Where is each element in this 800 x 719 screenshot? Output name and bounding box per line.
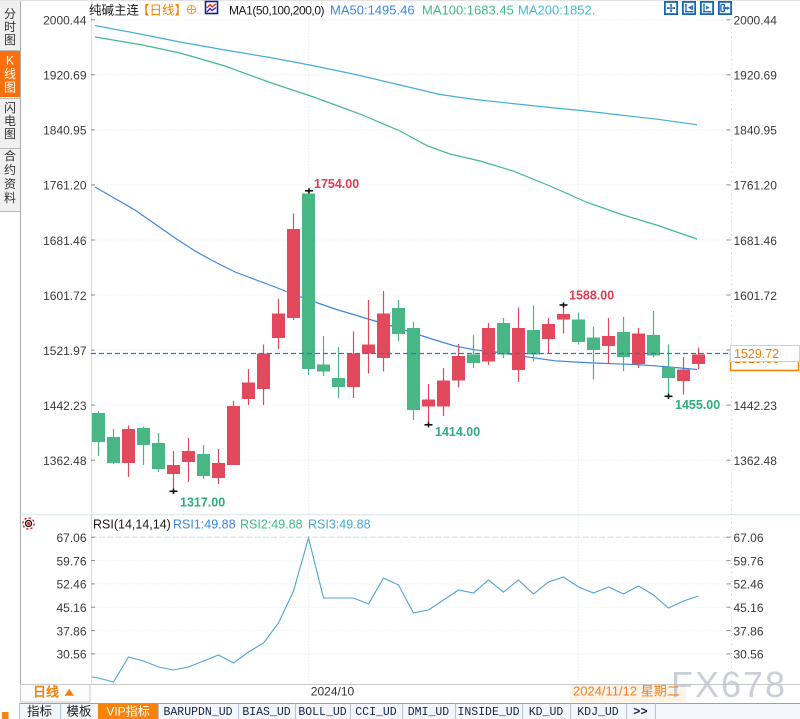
svg-text:DMI_UD: DMI_UD	[408, 706, 450, 719]
svg-text:图: 图	[4, 127, 16, 141]
svg-text:KD_UD: KD_UD	[529, 706, 564, 719]
svg-text:MA200:1852.: MA200:1852.	[518, 3, 595, 18]
svg-text:1681.46: 1681.46	[734, 234, 778, 248]
svg-text:1455.00: 1455.00	[675, 398, 720, 412]
svg-text:RSI3:49.88: RSI3:49.88	[308, 517, 371, 531]
svg-text:RSI1:49.88: RSI1:49.88	[173, 517, 236, 531]
svg-text:>>: >>	[633, 705, 647, 719]
svg-text:37.86: 37.86	[734, 624, 764, 638]
svg-text:2000.44: 2000.44	[43, 14, 87, 28]
svg-text:资: 资	[4, 177, 16, 191]
svg-text:45.16: 45.16	[56, 601, 86, 615]
svg-text:1362.48: 1362.48	[43, 454, 87, 468]
svg-text:指标: 指标	[27, 703, 52, 718]
svg-text:1442.23: 1442.23	[734, 399, 778, 413]
svg-text:1920.69: 1920.69	[734, 69, 778, 83]
svg-text:1761.20: 1761.20	[734, 179, 778, 193]
svg-text:59.76: 59.76	[56, 554, 86, 568]
svg-text:67.06: 67.06	[56, 531, 86, 545]
svg-text:闪: 闪	[4, 101, 16, 115]
svg-text:52.46: 52.46	[734, 578, 764, 592]
svg-text:1601.72: 1601.72	[734, 289, 778, 303]
svg-text:1761.20: 1761.20	[43, 179, 87, 193]
svg-text:电: 电	[4, 114, 16, 128]
svg-text:52.46: 52.46	[56, 578, 86, 592]
svg-text:BIAS_UD: BIAS_UD	[242, 706, 290, 719]
svg-text:FX678: FX678	[671, 664, 787, 705]
svg-text:1601.72: 1601.72	[43, 289, 87, 303]
svg-text:约: 约	[4, 162, 16, 177]
svg-text:VIP指标: VIP指标	[106, 703, 149, 718]
svg-text:30.56: 30.56	[734, 648, 764, 662]
svg-text:1521.97: 1521.97	[43, 344, 87, 358]
svg-text:MA100:1683.45: MA100:1683.45	[422, 3, 514, 18]
svg-text:K: K	[6, 54, 14, 68]
svg-text:1920.69: 1920.69	[43, 69, 87, 83]
svg-text:1414.00: 1414.00	[435, 425, 480, 439]
svg-text:1317.00: 1317.00	[180, 495, 225, 509]
svg-text:1681.46: 1681.46	[43, 234, 87, 248]
svg-text:1362.48: 1362.48	[734, 454, 778, 468]
svg-text:2024/11/12 星期二: 2024/11/12 星期二	[573, 684, 680, 699]
svg-text:1754.00: 1754.00	[314, 177, 359, 191]
svg-text:纯碱主连: 纯碱主连	[89, 3, 140, 18]
svg-text:1442.23: 1442.23	[43, 399, 87, 413]
svg-text:1840.95: 1840.95	[43, 124, 87, 138]
svg-text:RSI2:49.88: RSI2:49.88	[240, 517, 303, 531]
svg-text:图: 图	[4, 33, 16, 47]
svg-text:料: 料	[4, 191, 16, 205]
svg-text:分: 分	[4, 7, 16, 21]
svg-text:30.56: 30.56	[56, 648, 86, 662]
svg-text:图: 图	[4, 80, 16, 94]
svg-text:时: 时	[4, 20, 16, 34]
svg-text:59.76: 59.76	[734, 554, 764, 568]
svg-text:37.86: 37.86	[56, 624, 86, 638]
svg-text:2024/10: 2024/10	[311, 685, 355, 699]
svg-text:KDJ_UD: KDJ_UD	[577, 706, 619, 719]
svg-text:RSI(14,14,14): RSI(14,14,14)	[93, 517, 171, 531]
svg-text:67.06: 67.06	[734, 531, 764, 545]
svg-text:MA50:1495.46: MA50:1495.46	[330, 3, 415, 18]
svg-text:1840.95: 1840.95	[734, 124, 778, 138]
svg-text:【日线】: 【日线】	[137, 4, 187, 18]
svg-text:线: 线	[4, 67, 16, 81]
svg-text:1588.00: 1588.00	[569, 288, 614, 302]
svg-text:1529.72: 1529.72	[734, 347, 779, 361]
svg-text:CCI_UD: CCI_UD	[355, 706, 397, 719]
svg-text:INSIDE_UD: INSIDE_UD	[457, 706, 519, 719]
svg-text:BOLL_UD: BOLL_UD	[298, 706, 346, 719]
svg-text:2000.44: 2000.44	[734, 14, 778, 28]
svg-text:MA1(50,100,200,0): MA1(50,100,200,0)	[229, 4, 325, 18]
svg-text:45.16: 45.16	[734, 601, 764, 615]
svg-text:合: 合	[4, 148, 16, 163]
svg-text:模板: 模板	[66, 704, 92, 718]
svg-text:BARUPDN_UD: BARUPDN_UD	[163, 706, 232, 719]
svg-text:日线: 日线	[33, 684, 59, 699]
